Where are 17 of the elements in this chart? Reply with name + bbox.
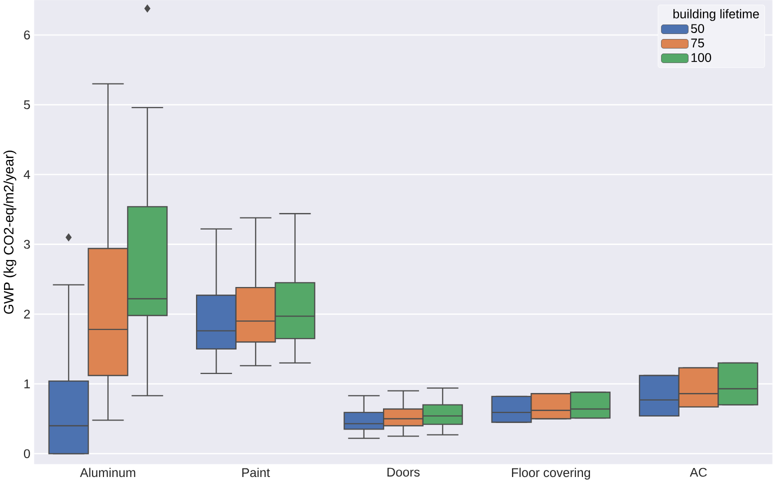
x-tick-label: Aluminum: [80, 468, 136, 478]
legend-label: 75: [691, 38, 704, 48]
y-tick-label: 6: [24, 30, 30, 40]
y-tick-label: 2: [24, 310, 30, 318]
legend-title: building lifetime: [673, 9, 759, 21]
y-tick-label: 5: [24, 100, 30, 110]
legend-label: 50: [691, 24, 704, 33]
x-tick-label: Doors: [387, 468, 420, 477]
y-tick-label: 1: [24, 380, 30, 388]
y-axis-title: GWP (kg CO2-eq/m2/year): [4, 150, 16, 314]
x-tick-label: Floor covering: [512, 468, 590, 480]
y-tick-label: 4: [24, 170, 30, 179]
x-tick-label: AC: [690, 468, 707, 477]
y-tick-label: 3: [24, 240, 30, 249]
x-tick-label: Paint: [242, 468, 270, 478]
y-tick-label: 0: [24, 449, 30, 458]
legend-label: 100: [692, 53, 712, 62]
